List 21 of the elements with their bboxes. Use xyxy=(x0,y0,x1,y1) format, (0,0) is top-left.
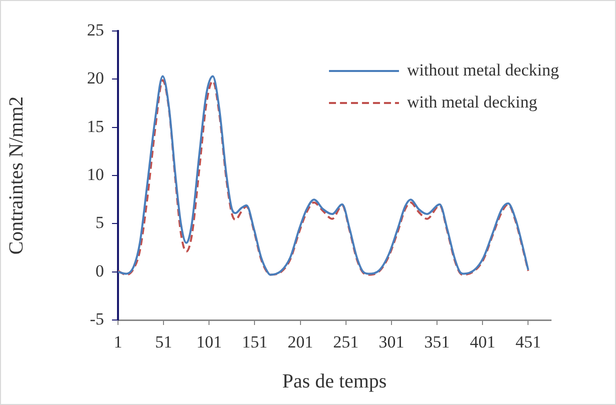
y-tick-label: -5 xyxy=(90,309,104,328)
legend-label: with metal decking xyxy=(406,92,538,112)
x-tick-label: 401 xyxy=(470,332,496,352)
x-tick-label: 351 xyxy=(424,332,450,352)
y-tick-label: 20 xyxy=(87,68,104,88)
x-tick-label: 101 xyxy=(196,332,222,352)
x-tick-label: 1 xyxy=(114,332,122,352)
y-tick-label: 0 xyxy=(96,261,104,280)
y-tick-label: 25 xyxy=(87,20,104,40)
x-tick-label: 201 xyxy=(288,332,314,352)
x-tick-label: 451 xyxy=(515,332,541,352)
x-tick-label: 251 xyxy=(333,332,359,352)
x-tick-label: 301 xyxy=(378,332,404,352)
x-tick-label: 151 xyxy=(242,332,268,352)
y-tick-label: 10 xyxy=(87,164,104,184)
y-axis-title: Contraintes N/mm2 xyxy=(5,96,28,255)
y-tick-label: 15 xyxy=(87,116,104,136)
x-tick-label: 51 xyxy=(155,332,172,352)
y-tick-label: 5 xyxy=(96,213,104,232)
legend-label: without metal decking xyxy=(406,60,560,80)
x-axis-title: Pas de temps xyxy=(282,370,387,392)
